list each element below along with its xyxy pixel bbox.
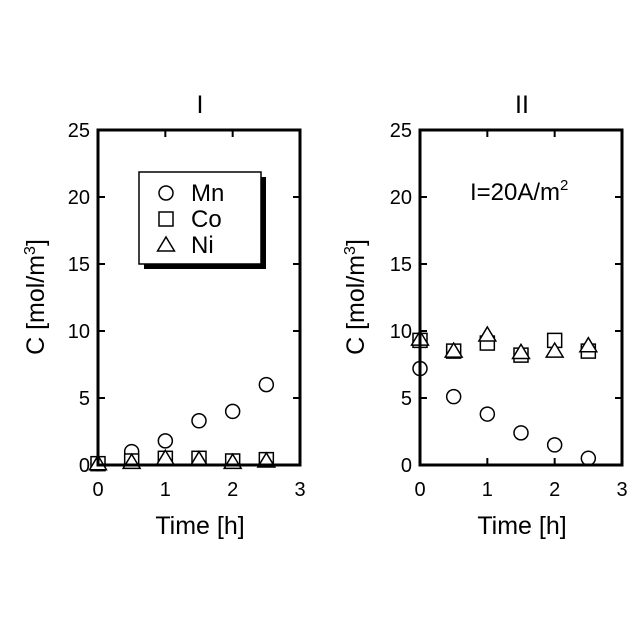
legend-circle-icon [159,186,173,200]
panel-ii-annotation-main: I=20A/m [470,179,560,206]
x-tick-label: 2 [227,479,238,501]
panel-ii-y-axis-label-end: ] [342,239,370,246]
panel-ii-x-axis-label: Time [h] [477,512,566,540]
mn-point [581,451,595,465]
mn-point [259,378,273,392]
mn-point [548,438,562,452]
y-tick-label: 25 [390,120,412,142]
y-tick-label: 15 [390,254,412,276]
panel-i-y-axis-label-sup: 3 [22,246,39,255]
y-tick-label: 25 [68,120,90,142]
panel-i-legend: MnCoNi [139,172,266,269]
svg-text:C [mol/m3]: C [mol/m3] [342,239,370,355]
panel-ii-y-axis-label-main: C [mol/m [342,255,370,355]
mn-point [480,407,494,421]
y-tick-label: 0 [79,455,90,477]
panel-ii-y-axis-label-sup: 3 [342,246,359,255]
mn-point [226,404,240,418]
panel-ii-y-axis-label: C [mol/m3] [342,239,370,355]
x-tick-label: 3 [616,479,627,501]
panel-ii-annotation-sup: 2 [560,177,568,194]
legend-label: Co [191,206,222,233]
y-tick-label: 10 [390,321,412,343]
panel-i-x-axis-label: Time [h] [155,512,244,540]
y-tick-label: 10 [68,321,90,343]
y-tick-label: 0 [401,455,412,477]
panel-ii-title: II [515,91,529,119]
y-tick-label: 20 [68,187,90,209]
panel-i-y-axis-label: C [mol/m3] [22,239,50,355]
mn-point [514,426,528,440]
x-tick-label: 2 [549,479,560,501]
legend-label: Ni [191,232,214,259]
y-tick-label: 20 [390,187,412,209]
panel-ii-annotation: I=20A/m2 [470,177,568,206]
legend-label: Mn [191,180,224,207]
panel-i-y-axis-label-main: C [mol/m [22,255,50,355]
mn-point [158,434,172,448]
x-tick-label: 1 [160,479,171,501]
y-tick-label: 5 [79,388,90,410]
x-tick-label: 1 [482,479,493,501]
mn-point [447,390,461,404]
y-tick-label: 5 [401,388,412,410]
mn-point [192,414,206,428]
panel-i-y-axis-label-end: ] [22,239,50,246]
x-tick-label: 0 [414,479,425,501]
y-tick-label: 15 [68,254,90,276]
x-tick-label: 0 [92,479,103,501]
x-tick-label: 3 [294,479,305,501]
svg-text:C [mol/m3]: C [mol/m3] [22,239,50,355]
panel-i-title: I [197,91,204,119]
legend-square-icon [159,212,173,226]
